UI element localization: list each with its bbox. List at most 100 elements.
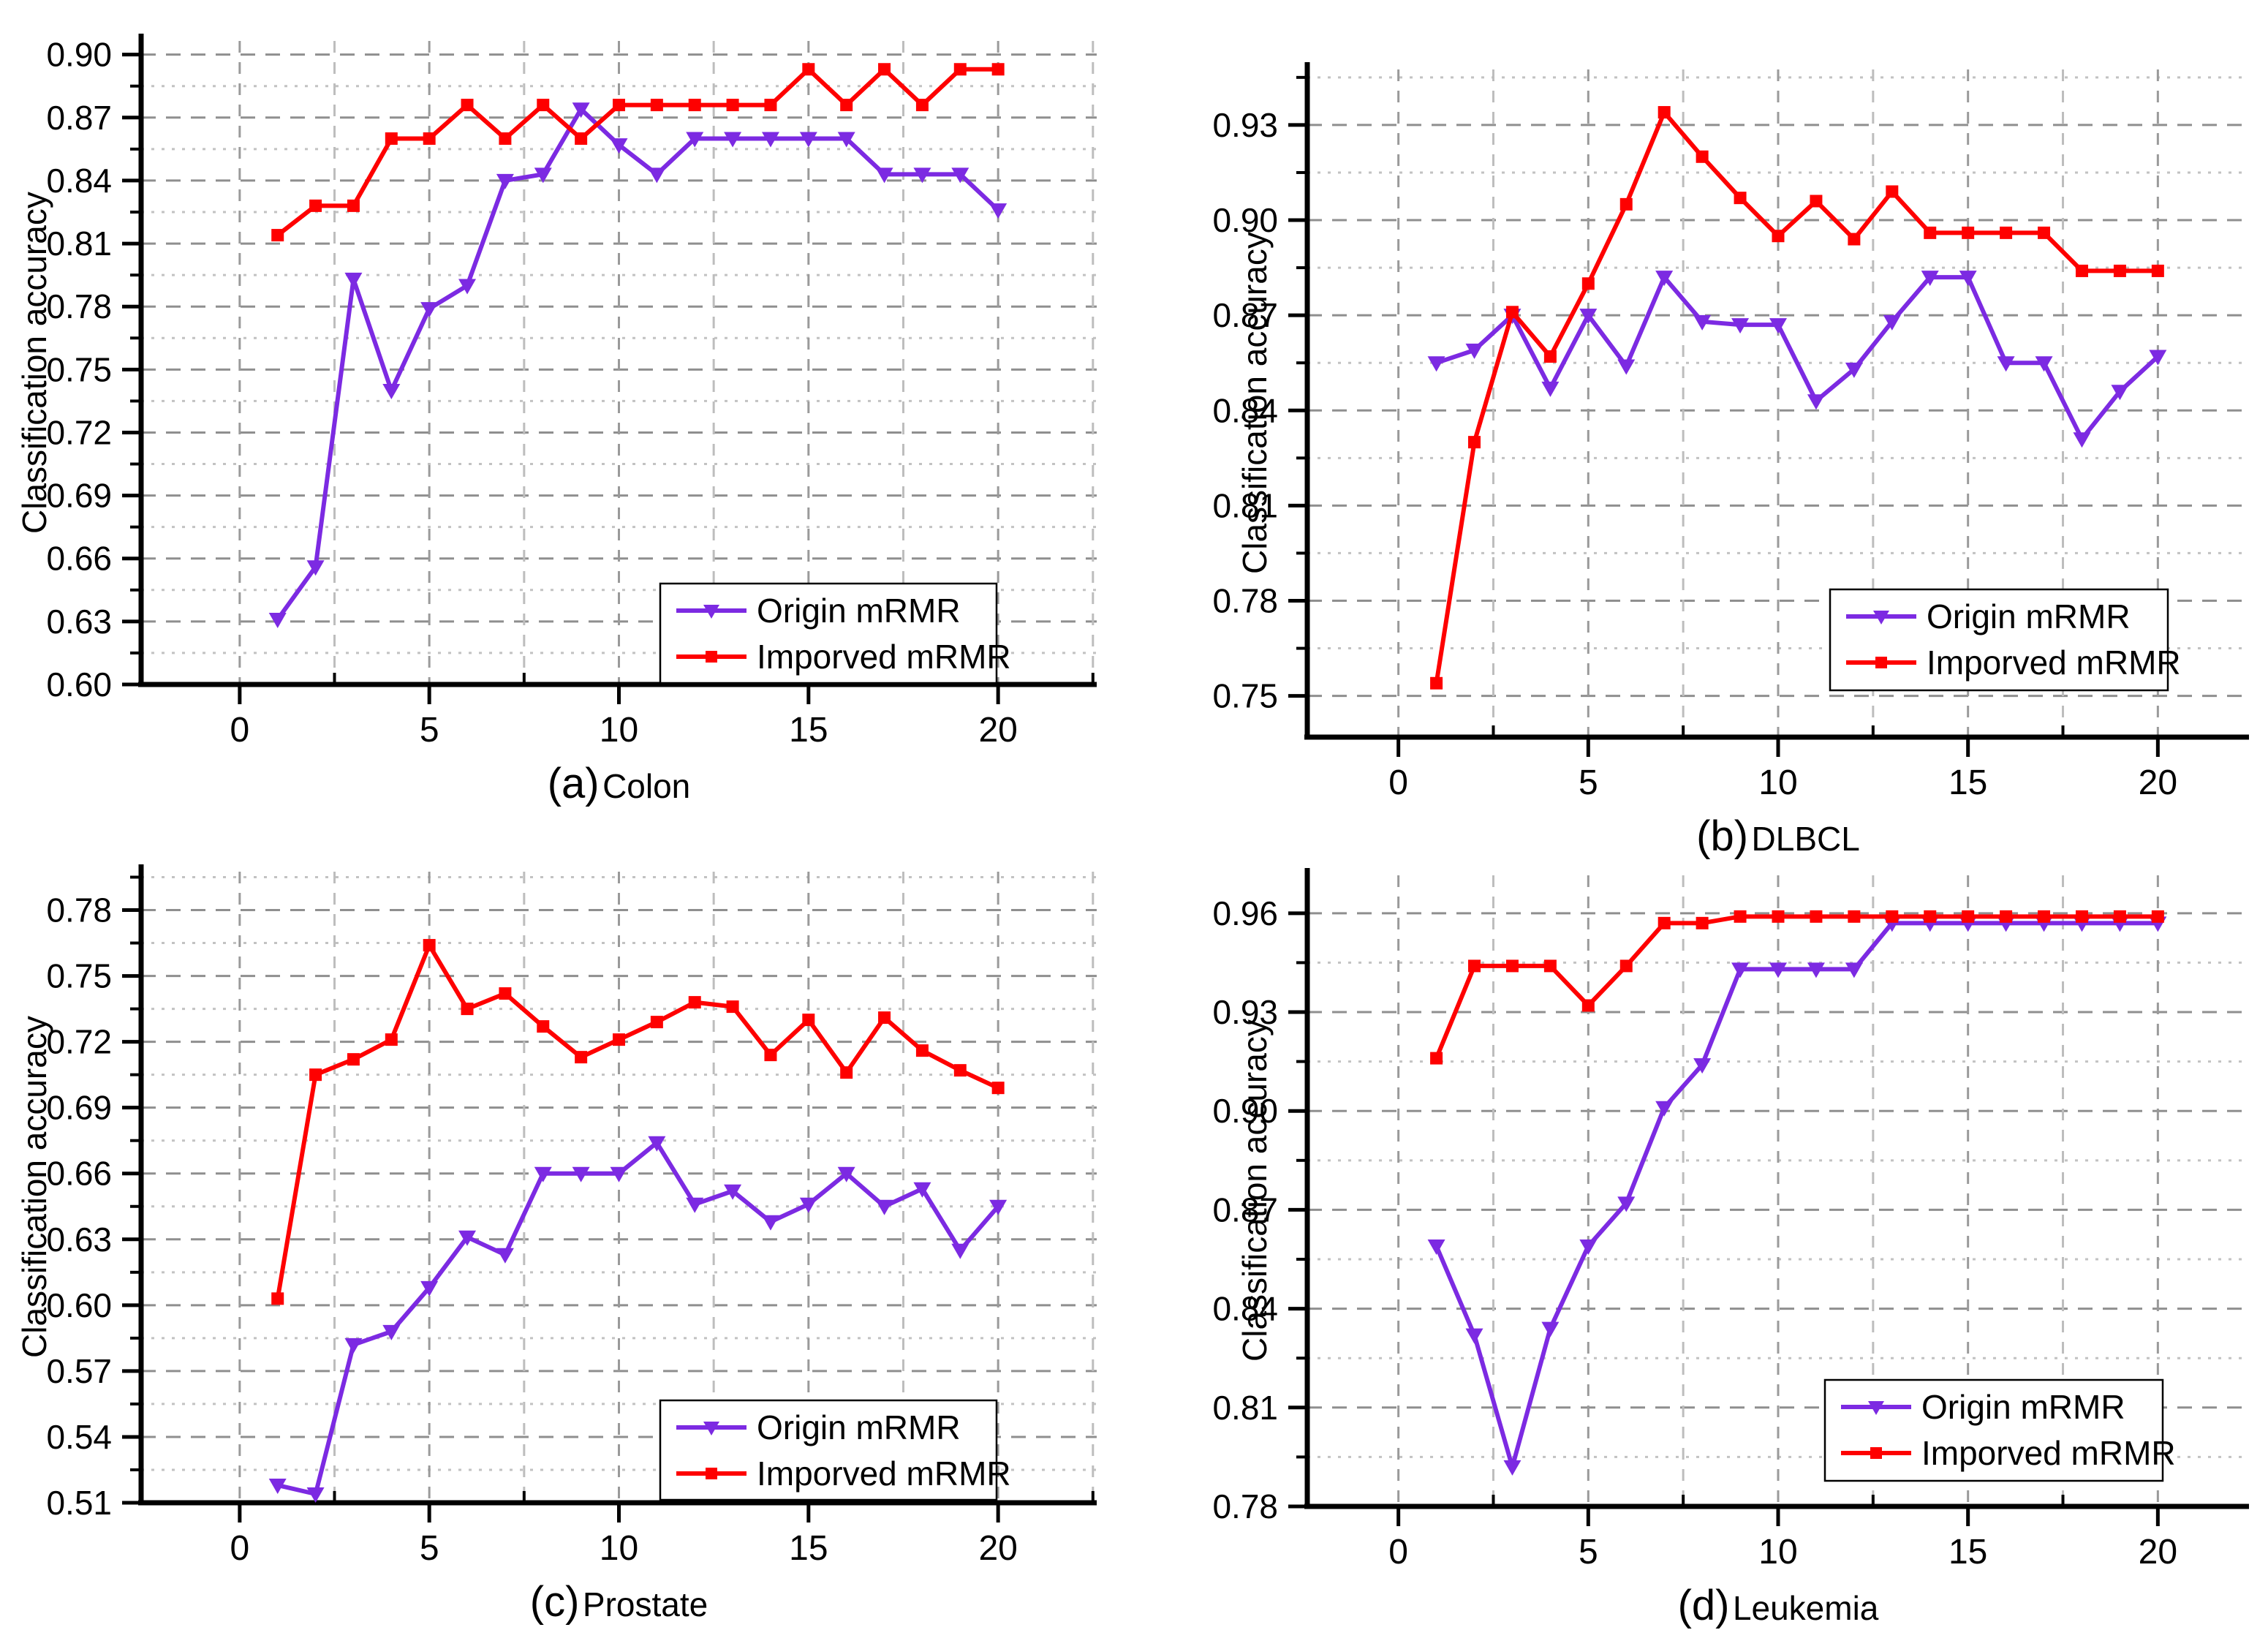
caption-prostate: (c) Prostate (141, 1577, 1097, 1626)
triangle-down-marker (648, 167, 666, 184)
square-marker (499, 987, 512, 1000)
y-axis-title: Classification accuracy (15, 192, 53, 534)
panel-leukemia: 0.78 0.81 0.84 0.87 0.90 0.93 0.96 0 5 10 15 20 Orig… (1134, 802, 2268, 1629)
triangle-down-marker (761, 132, 779, 148)
triangle-down-marker (458, 279, 477, 295)
square-marker (423, 939, 436, 952)
legend-triangle-down-marker (703, 1422, 719, 1435)
triangle-down-marker (989, 203, 1008, 219)
square-marker (650, 99, 663, 112)
legend-box (1829, 588, 2169, 692)
triangle-down-marker (837, 1166, 855, 1182)
y-tick-label: 0.60 (46, 665, 112, 703)
series-origin-mrmr (268, 102, 1008, 628)
legend-square-marker (1875, 657, 1887, 668)
square-marker (650, 1016, 663, 1029)
caption-name: Prostate (582, 1585, 708, 1623)
square-marker (726, 1000, 739, 1014)
square-marker (2000, 226, 2013, 239)
square-marker (1924, 910, 1937, 923)
triangle-down-marker (1731, 962, 1750, 978)
square-marker (878, 1011, 891, 1025)
chart-prostate-canvas: 0.51 0.54 0.57 0.60 0.63 0.66 0.69 0.72 0.75 0.78… (46, 864, 1097, 1568)
square-marker (613, 1033, 625, 1046)
square-marker (537, 99, 550, 112)
square-marker (1543, 959, 1557, 973)
y-tick-label: 0.69 (46, 477, 112, 515)
square-marker (764, 99, 777, 112)
triangle-down-marker (1845, 362, 1863, 378)
triangle-down-marker (572, 102, 590, 118)
triangle-down-marker (344, 272, 363, 288)
x-tick-label: 0 (230, 711, 249, 750)
series-origin-mrmr-line (1434, 921, 2158, 1469)
series-origin-mrmr (1427, 271, 2167, 448)
square-marker (1657, 916, 1671, 929)
x-tick-label: 15 (1948, 763, 1987, 802)
y-axis-title: Classification accuracy (1236, 1019, 1274, 1362)
y-axis-title: Classification accuracy (15, 1016, 53, 1359)
square-marker (575, 132, 588, 146)
grid (141, 41, 1097, 684)
square-marker (385, 1033, 398, 1046)
triangle-down-marker (951, 1243, 969, 1259)
triangle-down-marker (1655, 1101, 1674, 1117)
triangle-down-marker (1807, 394, 1825, 410)
legend-label: Imporved mRMR (1927, 644, 2181, 682)
legend-label: Imporved mRMR (1921, 1434, 2176, 1472)
square-marker (1848, 233, 1861, 246)
triangle-down-marker (534, 1166, 552, 1182)
triangle-down-marker (1997, 356, 2015, 372)
square-marker (461, 99, 474, 112)
legend: Origin mRMR Imporved mRMR (659, 1399, 1011, 1501)
square-marker (1734, 910, 1747, 923)
square-marker (575, 1051, 588, 1064)
triangle-down-marker (496, 1248, 514, 1264)
triangle-down-marker (344, 1337, 363, 1354)
y-tick-label: 0.66 (46, 1155, 112, 1193)
legend-label: Origin mRMR (757, 592, 961, 630)
legend-square-marker (706, 1468, 717, 1479)
square-marker (1810, 195, 1823, 208)
y-tick-label: 0.81 (1212, 1389, 1278, 1427)
y-tick-label: 0.72 (46, 1023, 112, 1061)
square-marker (840, 1066, 853, 1079)
legend-label: Origin mRMR (757, 1408, 961, 1446)
y-tick-label: 0.54 (46, 1418, 112, 1456)
triangle-down-marker (1503, 1460, 1522, 1476)
x-tick-label: 5 (1579, 1533, 1598, 1571)
square-marker (1886, 185, 1899, 198)
triangle-down-marker (875, 167, 893, 184)
square-marker (2038, 910, 2051, 923)
y-tick-label: 0.78 (46, 891, 112, 929)
legend-label: Imporved mRMR (757, 638, 1011, 676)
y-tick-label: 0.78 (46, 287, 112, 325)
series-improved-mrmr (271, 63, 1005, 242)
triangle-down-marker (1465, 1328, 1483, 1344)
triangle-down-marker (420, 1280, 439, 1297)
y-tick-label: 0.84 (1212, 1290, 1278, 1328)
triangle-down-marker (2035, 356, 2053, 372)
triangle-down-marker (1617, 1196, 1636, 1212)
series-origin-mrmr (268, 1136, 1008, 1503)
legend-label: Origin mRMR (1927, 597, 2131, 635)
square-marker (991, 1082, 1005, 1095)
chart-colon-canvas: 0.60 0.63 0.66 0.69 0.72 0.75 0.78 0.81 0.84 0.87… (46, 34, 1097, 750)
caption-prefix: (c) (529, 1578, 580, 1626)
y-tick-label: 0.78 (1212, 1487, 1278, 1525)
triangle-down-marker (875, 1199, 893, 1215)
square-marker (537, 1020, 550, 1033)
triangle-down-marker (799, 1197, 817, 1213)
x-tick-label: 15 (789, 711, 828, 750)
triangle-down-marker (724, 1184, 742, 1200)
triangle-down-marker (306, 1487, 325, 1503)
triangle-down-marker (686, 1197, 704, 1213)
square-marker (1848, 910, 1861, 923)
legend-triangle-down-marker (703, 605, 719, 619)
x-tick-label: 5 (420, 711, 439, 750)
triangle-down-marker (1427, 356, 1445, 372)
square-marker (1962, 910, 1975, 923)
square-marker (2151, 264, 2164, 277)
triangle-down-marker (913, 1182, 931, 1198)
series-origin-mrmr (1427, 916, 2167, 1476)
